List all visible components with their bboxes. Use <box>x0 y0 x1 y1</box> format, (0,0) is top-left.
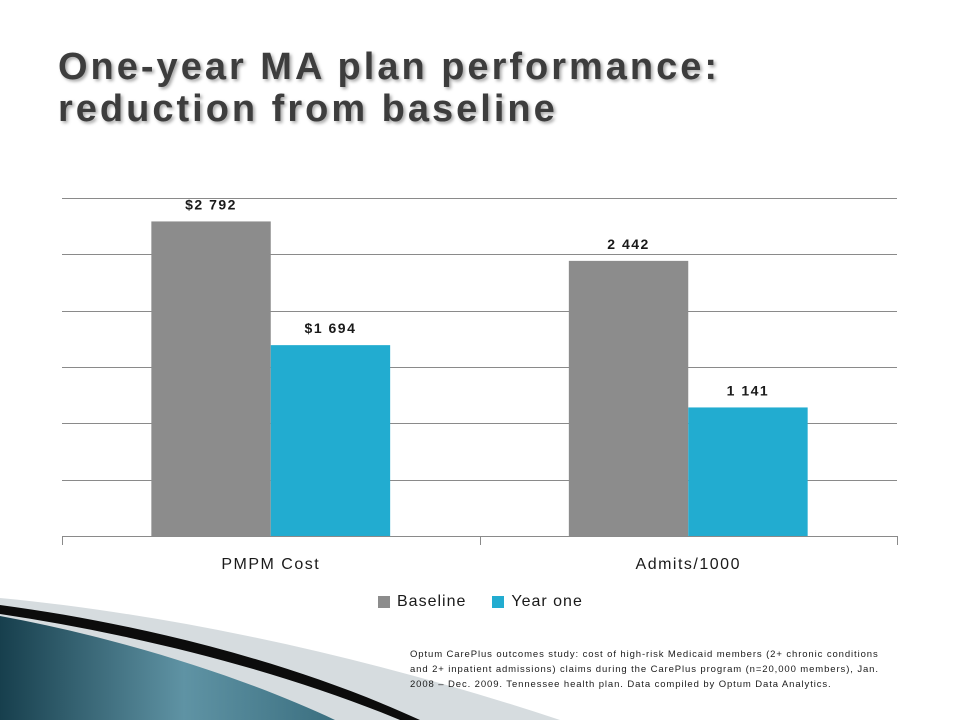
slide-title: One-year MA plan performance: reduction … <box>58 46 721 130</box>
category-label: Admits/1000 <box>636 556 741 573</box>
bar-year-one-pmpm-cost <box>270 345 391 536</box>
bar-baseline-admits-1000 <box>568 260 689 536</box>
legend-item-year-one: Year one <box>492 593 582 611</box>
data-label: $1 694 <box>305 320 357 336</box>
legend-label-year-one: Year one <box>511 593 583 610</box>
bar-year-one-admits-1000 <box>688 407 808 536</box>
data-label: 1 141 <box>727 382 770 398</box>
bar-baseline-pmpm-cost <box>151 221 271 536</box>
legend-swatch-year-one <box>492 596 505 608</box>
footnote-line: 2008 – Dec. 2009. Tennessee health plan.… <box>410 679 832 690</box>
decorative-swoosh <box>0 598 560 720</box>
bar-chart: $2 792 $1 694 PMPM Cost 2 442 1 141 Admits/10… <box>62 196 898 573</box>
chart-legend: Baseline Year one <box>378 593 583 611</box>
category-label: PMPM Cost <box>221 556 320 573</box>
swoosh-dark-line <box>0 605 420 720</box>
data-label: 2 442 <box>607 236 650 252</box>
footnote-line: Optum CarePlus outcomes study: cost of h… <box>410 649 879 660</box>
data-label: $2 792 <box>185 196 237 212</box>
legend-label-baseline: Baseline <box>397 593 467 610</box>
footnote-line: and 2+ inpatient admissions) claims duri… <box>410 664 879 675</box>
source-footnote: Optum CarePlus outcomes study: cost of h… <box>410 647 879 692</box>
swoosh-teal-area <box>0 616 335 720</box>
legend-swatch-baseline <box>378 596 390 608</box>
legend-item-baseline: Baseline <box>378 593 466 611</box>
